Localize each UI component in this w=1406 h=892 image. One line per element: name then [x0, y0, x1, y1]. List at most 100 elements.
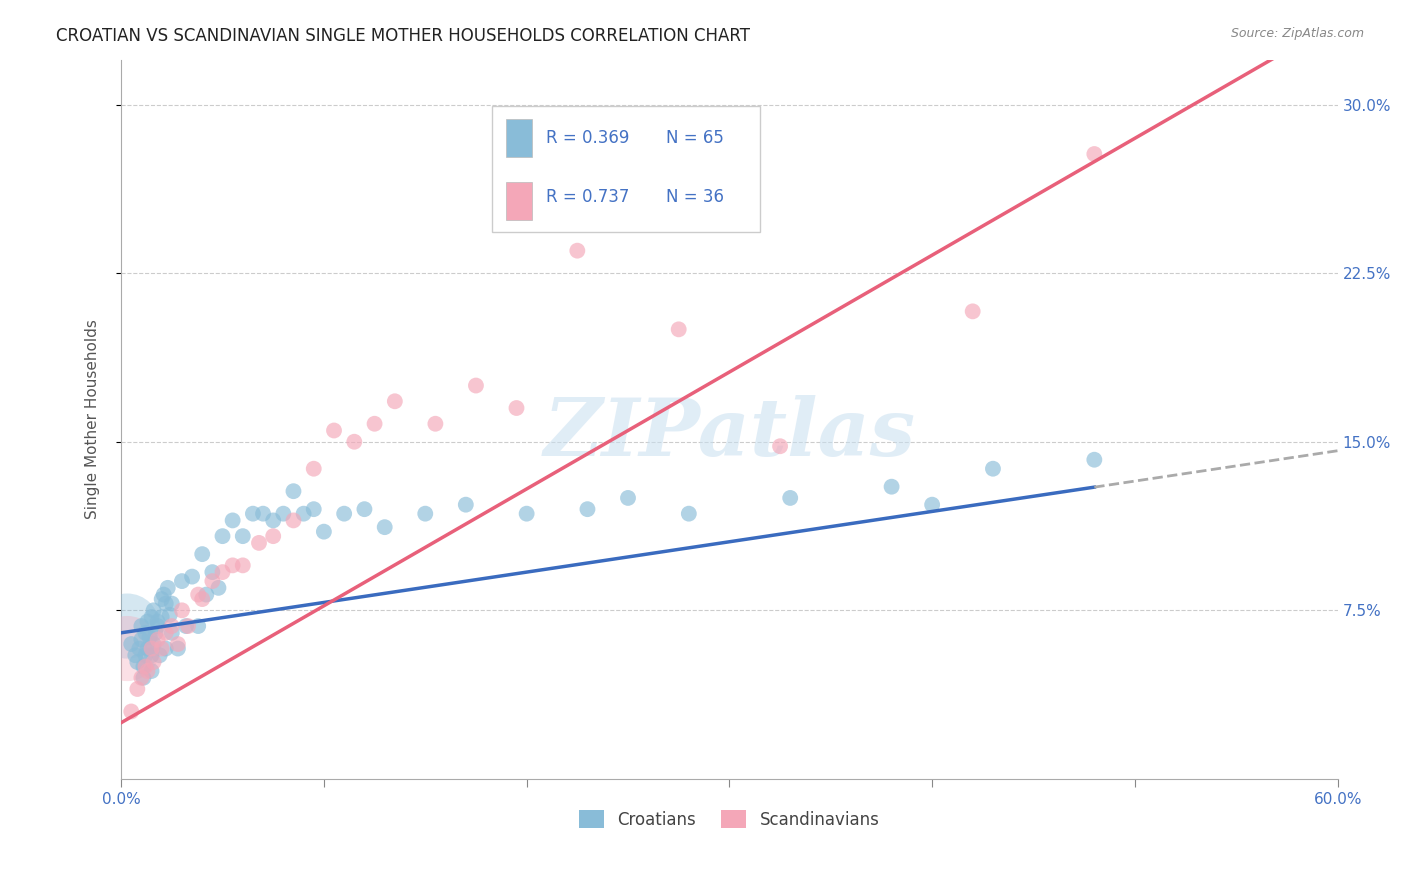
- Point: [136, 615, 159, 629]
- Point: [283, 484, 305, 499]
- Point: [191, 592, 214, 607]
- Point: [454, 498, 477, 512]
- Point: [187, 619, 209, 633]
- Point: [155, 641, 177, 656]
- Point: [136, 664, 159, 678]
- Point: [880, 480, 903, 494]
- Point: [115, 619, 138, 633]
- Point: [187, 588, 209, 602]
- Point: [302, 461, 325, 475]
- Point: [292, 507, 315, 521]
- Point: [207, 581, 229, 595]
- Point: [177, 619, 200, 633]
- Point: [141, 648, 163, 663]
- Point: [374, 520, 396, 534]
- Point: [142, 603, 165, 617]
- Point: [668, 322, 690, 336]
- Point: [242, 507, 264, 521]
- Y-axis label: Single Mother Households: Single Mother Households: [86, 319, 100, 519]
- Point: [134, 648, 156, 663]
- Point: [115, 641, 138, 656]
- Point: [232, 558, 254, 573]
- Point: [170, 603, 193, 617]
- Point: [167, 641, 190, 656]
- Point: [769, 439, 792, 453]
- Point: [363, 417, 385, 431]
- Point: [127, 655, 149, 669]
- Point: [211, 565, 233, 579]
- Point: [516, 507, 538, 521]
- Point: [247, 536, 270, 550]
- Point: [174, 619, 197, 633]
- Point: [141, 664, 163, 678]
- Point: [981, 461, 1004, 475]
- Point: [132, 659, 155, 673]
- Point: [576, 502, 599, 516]
- Point: [160, 597, 183, 611]
- Legend: Croatians, Scandinavians: Croatians, Scandinavians: [572, 804, 886, 835]
- Point: [160, 619, 183, 633]
- Point: [124, 648, 146, 663]
- Point: [146, 619, 169, 633]
- Point: [142, 655, 165, 669]
- Point: [150, 641, 173, 656]
- Point: [353, 502, 375, 516]
- Point: [141, 610, 163, 624]
- Point: [195, 588, 218, 602]
- Point: [131, 632, 153, 647]
- Point: [323, 424, 346, 438]
- Point: [201, 565, 224, 579]
- Point: [155, 625, 177, 640]
- Point: [150, 610, 173, 624]
- Point: [131, 671, 153, 685]
- Point: [262, 529, 284, 543]
- Point: [152, 588, 174, 602]
- Point: [201, 574, 224, 588]
- Point: [191, 547, 214, 561]
- Point: [617, 491, 640, 505]
- Point: [921, 498, 943, 512]
- Point: [141, 641, 163, 656]
- Point: [149, 648, 172, 663]
- Point: [134, 625, 156, 640]
- Point: [343, 434, 366, 449]
- Point: [132, 671, 155, 685]
- Point: [567, 244, 589, 258]
- Point: [1083, 147, 1105, 161]
- Point: [302, 502, 325, 516]
- Point: [181, 569, 204, 583]
- Point: [262, 513, 284, 527]
- Point: [465, 378, 488, 392]
- Point: [678, 507, 700, 521]
- Point: [150, 592, 173, 607]
- Point: [221, 558, 243, 573]
- Point: [120, 705, 142, 719]
- Point: [505, 401, 527, 415]
- Point: [221, 513, 243, 527]
- Point: [413, 507, 436, 521]
- Point: [156, 581, 179, 595]
- Point: [146, 632, 169, 647]
- Point: [146, 615, 169, 629]
- Point: [211, 529, 233, 543]
- Point: [167, 637, 190, 651]
- Point: [283, 513, 305, 527]
- Point: [128, 641, 150, 656]
- Point: [384, 394, 406, 409]
- Point: [160, 625, 183, 640]
- Point: [138, 630, 160, 644]
- Text: ZIPatlas: ZIPatlas: [543, 395, 915, 473]
- Point: [136, 641, 159, 656]
- Point: [142, 637, 165, 651]
- Point: [145, 625, 167, 640]
- Text: CROATIAN VS SCANDINAVIAN SINGLE MOTHER HOUSEHOLDS CORRELATION CHART: CROATIAN VS SCANDINAVIAN SINGLE MOTHER H…: [56, 27, 751, 45]
- Point: [159, 607, 181, 622]
- Point: [333, 507, 356, 521]
- Point: [273, 507, 295, 521]
- Point: [120, 637, 142, 651]
- Point: [170, 574, 193, 588]
- Point: [134, 659, 156, 673]
- Point: [312, 524, 335, 539]
- Point: [131, 619, 153, 633]
- Point: [962, 304, 984, 318]
